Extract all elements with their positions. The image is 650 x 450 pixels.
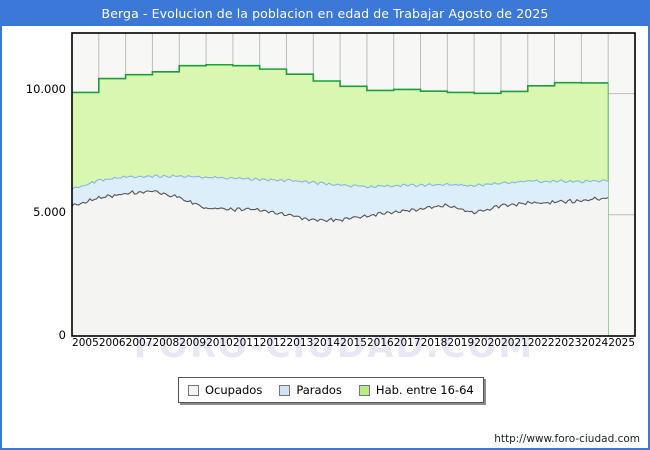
page-title: Berga - Evolucion de la poblacion en eda… [101, 5, 549, 21]
x-tick-label-2023: 2023 [554, 337, 582, 349]
x-tick-label-2014: 2014 [313, 337, 341, 349]
legend-item-1[interactable]: Parados [279, 383, 342, 397]
x-tick-label-2008: 2008 [152, 337, 180, 349]
legend-item-0[interactable]: Ocupados [188, 383, 262, 397]
x-tick-label-2009: 2009 [179, 337, 207, 349]
x-tick-label-2007: 2007 [125, 337, 153, 349]
legend-item-2[interactable]: Hab. entre 16-64 [358, 383, 474, 397]
x-tick-label-2015: 2015 [340, 337, 367, 349]
x-tick-label-2020: 2020 [474, 337, 501, 349]
chart-canvas [71, 32, 636, 337]
legend-swatch-icon [279, 384, 291, 396]
legend-label: Hab. entre 16-64 [375, 383, 474, 397]
x-tick-label-2018: 2018 [420, 337, 448, 349]
y-axis-labels: 10.000 5.000 0 [2, 26, 66, 346]
x-tick-label-2011: 2011 [232, 337, 260, 349]
plot-frame [71, 32, 636, 337]
plot-container: FORO-CIUDAD.COM 10.000 5.000 0 2005 2006 [2, 26, 648, 448]
y-tick-label-10000: 10.000 [25, 82, 66, 96]
x-tick-label-2005: 2005 [72, 337, 99, 349]
window-title-bar: Berga - Evolucion de la poblacion en eda… [2, 0, 648, 26]
x-tick-label-2017: 2017 [393, 337, 421, 349]
x-tick-label-2010: 2010 [206, 337, 233, 349]
x-tick-label-2013: 2013 [286, 337, 314, 349]
y-tick-label-5000: 5.000 [33, 205, 66, 219]
x-tick-label-2016: 2016 [366, 337, 394, 349]
x-tick-label-2024: 2024 [581, 337, 609, 349]
legend-label: Ocupados [205, 383, 263, 397]
x-tick-label-2021: 2021 [501, 337, 528, 349]
series-ocupados [72, 189, 609, 336]
footer-url: http://www.foro-ciudad.com [494, 433, 640, 445]
x-tick-label-2022: 2022 [527, 337, 555, 349]
legend-swatch-icon [188, 384, 199, 396]
x-tick-label-2019: 2019 [447, 337, 475, 349]
x-tick-label-2006: 2006 [98, 337, 126, 349]
y-tick-label-0: 0 [58, 328, 66, 342]
x-tick-label-2025: 2025 [608, 337, 636, 349]
series-parados [72, 174, 609, 222]
legend-label: Parados [296, 383, 342, 397]
x-axis-labels: 2005 2006 2007 2008 2009 2010 2011 2012 2013 2014… [72, 337, 635, 353]
x-tick-label-2012: 2012 [259, 337, 287, 349]
legend-swatch-icon [358, 384, 370, 396]
chart-legend: Ocupados Parados Hab. entre 16-64 [178, 377, 484, 403]
